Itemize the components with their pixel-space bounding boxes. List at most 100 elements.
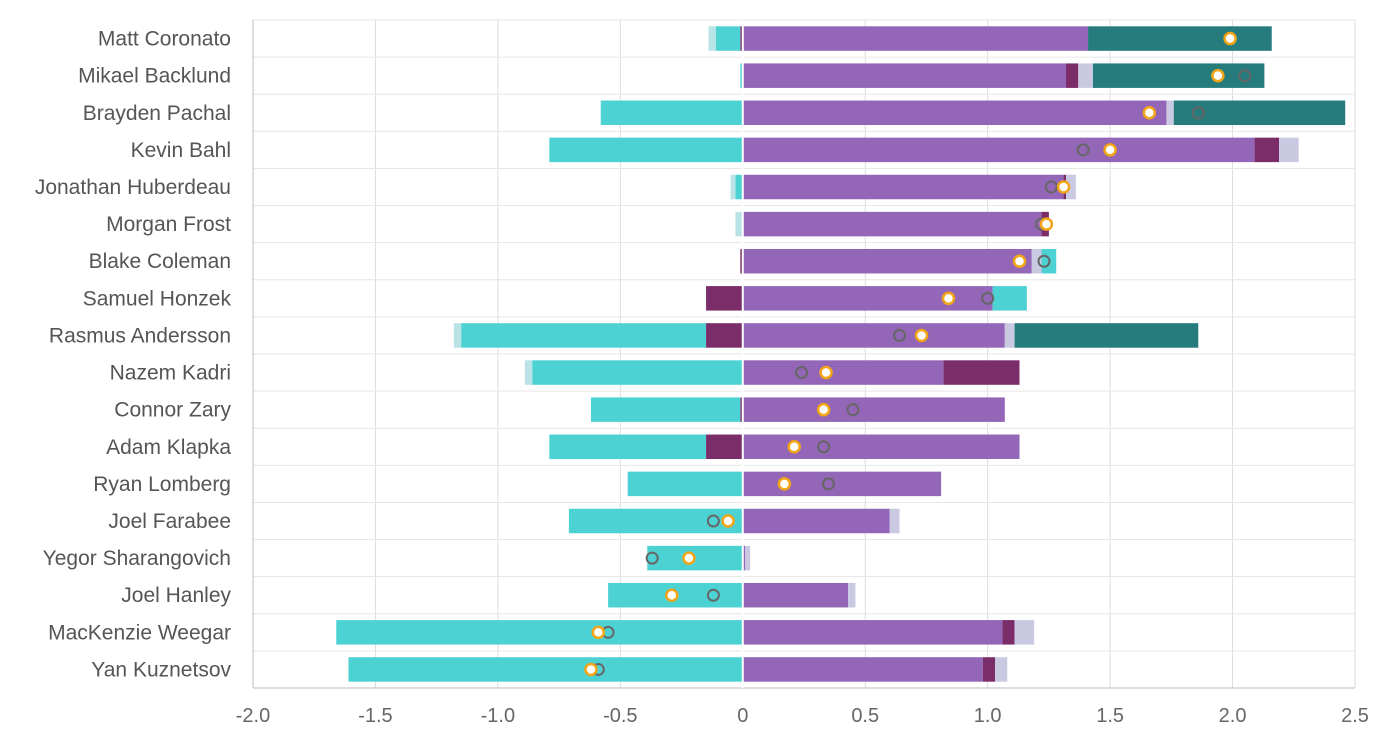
bar-segment-purple: [742, 620, 1003, 645]
bar-segment-lavender: [889, 508, 900, 534]
bar-segment-cyan: [532, 360, 743, 385]
category-label: Adam Klapka: [106, 436, 231, 459]
bar-segment-purple: [742, 657, 983, 682]
orange-marker: [591, 625, 606, 640]
category-label: Brayden Pachal: [83, 102, 231, 125]
gray-marker: [981, 291, 995, 305]
bar-row: [647, 545, 751, 571]
x-tick-label: 1.5: [1096, 705, 1124, 727]
orange-marker: [941, 291, 956, 306]
bar-segment-purple: [742, 63, 1067, 88]
bar-segment-lavender: [1004, 323, 1015, 348]
markers: [584, 31, 1252, 677]
category-label: Rasmus Andersson: [49, 324, 231, 347]
category-label: Matt Coronato: [98, 28, 231, 51]
bar-segment-dark_purple: [982, 657, 996, 682]
bar-segment-dark_purple: [740, 397, 743, 422]
orange-marker: [914, 328, 929, 343]
bar-segment-cyan: [715, 26, 741, 51]
gray-marker: [706, 514, 720, 528]
bar-segment-purple: [742, 211, 1042, 237]
bar-segment-purple: [742, 471, 942, 497]
orange-marker: [1103, 143, 1117, 157]
bar-segment-lavender: [745, 545, 751, 571]
bar-segment-purple: [742, 545, 746, 571]
orange-marker: [787, 440, 801, 454]
bar-segment-light_cyan: [730, 174, 736, 200]
bar-segment-lavender: [1014, 620, 1035, 645]
bar-segment-dark_purple: [706, 434, 743, 460]
gray-marker: [1037, 254, 1051, 268]
bar-segment-dark_purple: [706, 323, 743, 348]
gray-marker: [706, 588, 720, 602]
x-tick-label: 2.0: [1219, 705, 1247, 727]
bar-row: [600, 100, 1346, 126]
gray-marker: [1076, 143, 1090, 157]
bar-segment-cyan: [568, 508, 743, 534]
orange-marker: [1039, 217, 1054, 231]
bar-row: [568, 508, 900, 534]
bar-segment-light_cyan: [735, 211, 743, 237]
bar-row: [740, 248, 1057, 274]
bar-segment-dark_purple: [1254, 137, 1280, 163]
orange-marker: [665, 588, 679, 602]
bar-segment-cyan: [348, 657, 743, 682]
bar-segment-dark_purple: [1002, 620, 1015, 645]
bar-row: [627, 471, 942, 497]
category-label: Joel Hanley: [121, 584, 231, 607]
gray-marker: [821, 477, 835, 491]
bar-segment-light_cyan: [708, 26, 716, 51]
bar-row: [730, 174, 1076, 200]
bar-segment-purple: [742, 323, 1005, 348]
gray-marker: [893, 328, 907, 342]
orange-marker: [682, 551, 696, 565]
category-label: Yan Kuznetsov: [91, 658, 231, 681]
bar-row: [708, 26, 1272, 51]
bar-segment-cyan: [549, 434, 707, 460]
bar-segment-dark_purple: [706, 286, 743, 311]
orange-marker: [1056, 180, 1071, 194]
x-tick-label: -2.0: [236, 705, 270, 727]
bar-segment-lavender: [995, 657, 1008, 682]
bar-row: [453, 323, 1199, 348]
x-tick-label: 0: [737, 705, 748, 727]
category-label: Samuel Honzek: [83, 287, 232, 310]
category-label: Blake Coleman: [89, 250, 231, 273]
gray-marker: [1238, 69, 1252, 83]
bar-segment-dark_purple: [1066, 63, 1079, 88]
gray-marker: [817, 440, 831, 454]
category-label: Kevin Bahl: [131, 139, 231, 162]
orange-marker: [1211, 68, 1225, 83]
bar-row: [549, 137, 1299, 163]
bar-segment-lavender: [1031, 248, 1042, 274]
category-label: Jonathan Huberdeau: [35, 176, 231, 199]
category-label: Connor Zary: [114, 399, 231, 422]
x-tick-label: 0.5: [851, 705, 879, 727]
bar-row: [549, 434, 1020, 460]
bar-segment-cyan: [549, 137, 743, 163]
bar-segment-cyan: [336, 620, 743, 645]
bar-segment-cyan: [590, 397, 741, 422]
category-label: Mikael Backlund: [78, 65, 231, 88]
orange-marker: [777, 477, 792, 491]
bar-segment-teal: [1173, 100, 1346, 126]
category-label: Yegor Sharangovich: [43, 547, 231, 570]
bar-row: [590, 397, 1005, 422]
category-label: Nazem Kadri: [110, 362, 231, 385]
orange-marker: [1012, 254, 1027, 268]
bar-segment-dark_purple: [740, 248, 743, 274]
bar-segment-purple: [742, 397, 1005, 422]
category-labels: Matt Coronato Mikael Backlund Brayden Pach…: [35, 28, 232, 682]
bar-segment-cyan: [627, 471, 743, 497]
bar-row: [608, 582, 856, 608]
bar-segment-dark_purple: [740, 26, 743, 51]
bar-row: [348, 657, 1008, 682]
x-tick-label: 1.0: [974, 705, 1002, 727]
bar-row: [706, 286, 1027, 311]
bar-row: [735, 211, 1049, 237]
x-tick-label: 2.5: [1341, 705, 1369, 727]
bar-segment-cyan: [461, 323, 707, 348]
orange-marker: [721, 514, 735, 528]
orange-marker: [816, 402, 831, 417]
